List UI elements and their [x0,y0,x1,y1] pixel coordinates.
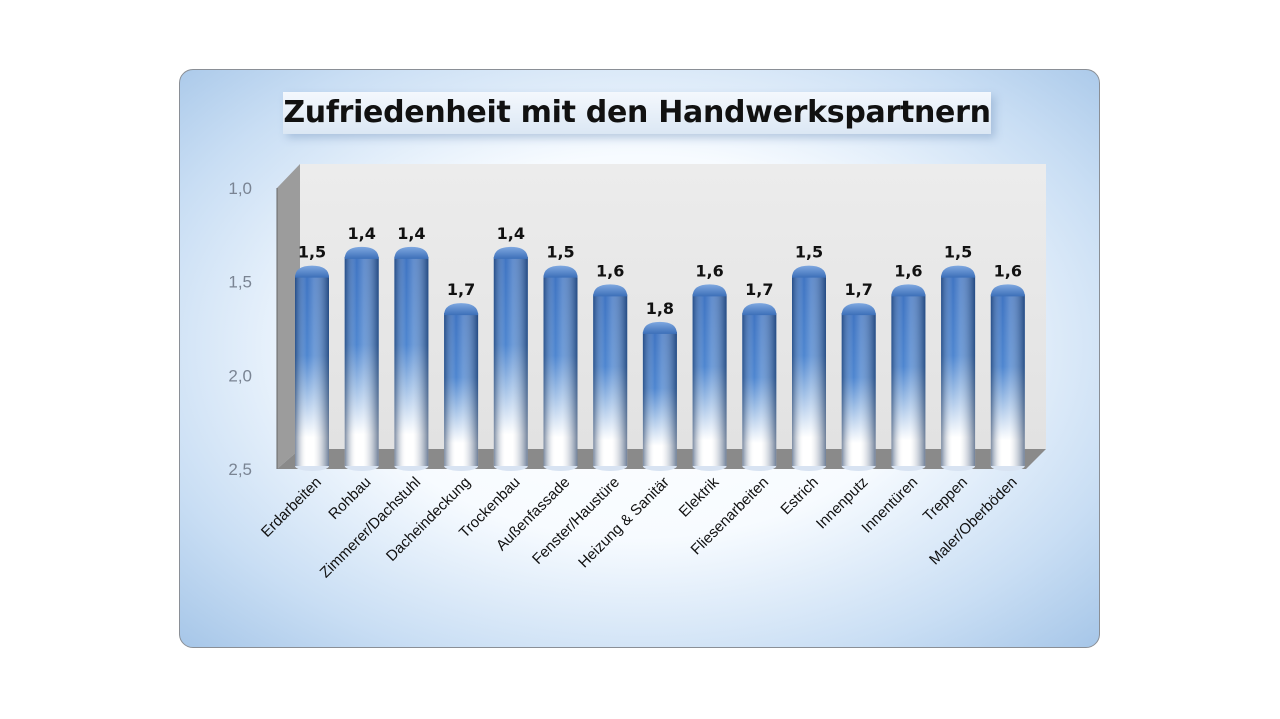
bar-cap [444,303,479,316]
bar-shading [941,275,976,466]
y-tick-label: 1,5 [228,273,252,292]
y-tick-label: 2,0 [228,366,252,385]
data-label: 1,7 [447,280,475,299]
bar-shading [792,275,826,466]
bar-shading [394,256,429,466]
y-axis: 1,0 1,5 2,0 2,5 [228,179,252,479]
bar-cap [792,265,826,278]
bar-group [792,265,826,471]
chart-plot: 1,0 1,5 2,0 2,5 1,5 1,4 1,4 1,7 1,4 1,5 1,6 1,8 1,6… [228,164,1046,581]
bar-shading [593,294,628,466]
y-tick-label: 2,5 [228,460,252,479]
bars: 1,5 1,4 1,4 1,7 1,4 1,5 1,6 1,8 1,6 1,7 1,5 1,7 1,6 1… [295,224,1025,471]
bar-group [295,265,329,471]
data-label: 1,6 [596,261,624,280]
bar-cap [742,303,777,316]
data-label: 1,8 [646,299,674,318]
bar-cap [642,321,677,334]
bar-cap [990,284,1025,297]
bar-cap [543,265,578,278]
bar-shading [742,313,777,466]
x-axis-labels: Erdarbeiten RohbauZimmerer/DachstuhlDache… [258,473,1021,581]
bar-group [990,284,1025,471]
chart-title: Zufriedenheit mit den Handwerkspartnern [283,92,991,134]
bar-shading [841,313,876,466]
y-tick-label: 1,0 [228,179,252,198]
bar-group [692,284,727,471]
data-label: 1,5 [795,243,823,262]
bar-cap [394,246,429,259]
bar-group [841,303,876,471]
bar-cap [593,284,628,297]
x-tick-label: Fenster/Haustüre [529,474,623,568]
bar-cap [891,284,926,297]
bar-group [444,303,479,471]
data-label: 1,6 [894,261,922,280]
bar-shading [444,313,479,466]
x-tick-label: Heizung & Sanitär [575,474,673,572]
data-label: 1,6 [695,261,723,280]
side-wall [277,164,300,469]
bar-cap [841,303,876,316]
data-label: 1,4 [397,224,425,243]
bar-shading [493,256,528,466]
bar-shading [642,331,677,466]
x-tick-label: Erdarbeiten [258,474,325,541]
data-label: 1,5 [944,243,972,262]
bar-group [642,321,677,471]
bar-shading [692,294,727,466]
x-tick-label: Rohbau [325,474,374,523]
data-label: 1,4 [348,224,376,243]
bar-group [543,265,578,471]
bar-group [394,246,429,471]
x-tick-label: Treppen [920,474,971,525]
bar-shading [891,294,926,466]
chart-frame: Zufriedenheit mit den Handwerkspartnern [179,69,1100,648]
x-tick-label: Dacheindeckung [383,474,474,565]
bar-group [593,284,628,471]
bar-cap [344,246,379,259]
bar-shading [543,275,578,466]
bar-group [742,303,777,471]
bar-group [941,265,976,471]
x-tick-label: Elektrik [676,473,723,520]
bar-cap [692,284,727,297]
bar-cap [295,265,329,278]
data-label: 1,7 [845,280,873,299]
data-label: 1,4 [497,224,525,243]
data-label: 1,5 [546,243,574,262]
x-tick-label: Estrich [777,474,821,518]
bar-group [891,284,926,471]
data-label: 1,7 [745,280,773,299]
bar-group [344,246,379,471]
bar-shading [295,275,329,466]
data-label: 1,5 [298,243,326,262]
bar-shading [344,256,379,466]
bar-group [493,246,528,471]
bar-cap [941,265,976,278]
bar-shading [990,294,1025,466]
data-label: 1,6 [994,261,1022,280]
x-tick-label: Maler/Oberböden [926,474,1021,569]
bar-cap [493,246,528,259]
